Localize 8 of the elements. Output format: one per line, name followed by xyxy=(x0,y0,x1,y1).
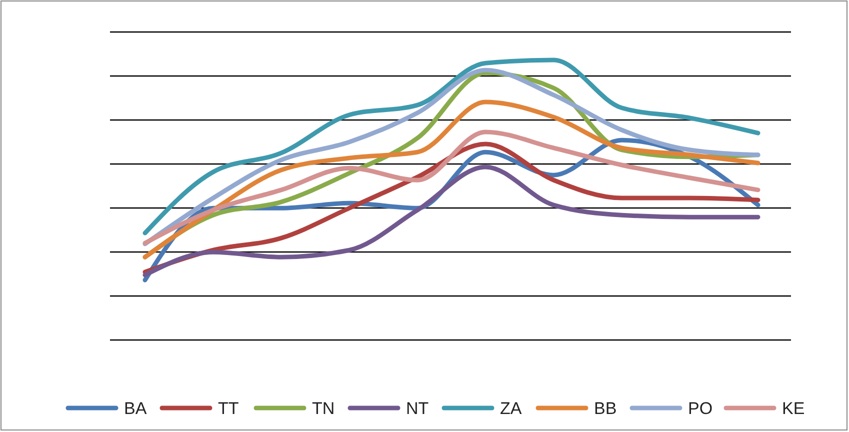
legend-label: ZA xyxy=(500,399,522,418)
legend-label: TN xyxy=(312,399,335,418)
legend-label: BA xyxy=(124,399,148,418)
legend-label: KE xyxy=(782,399,805,418)
legend-label: PO xyxy=(688,399,713,418)
legend-label: TT xyxy=(218,399,239,418)
legend-label: NT xyxy=(406,399,429,418)
legend-label: BB xyxy=(594,399,617,418)
